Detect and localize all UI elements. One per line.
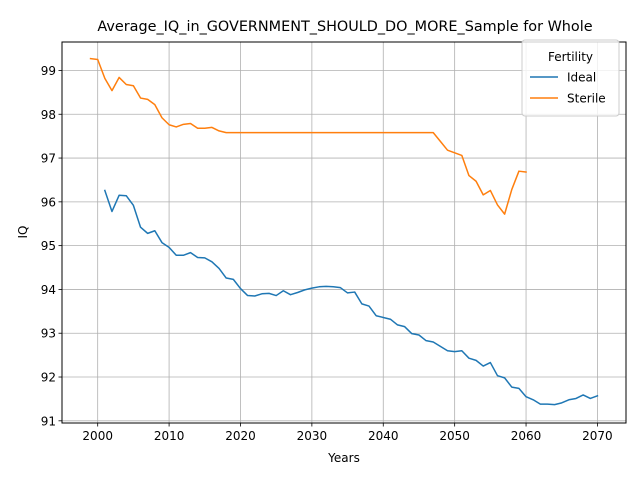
x-axis-label: Years	[327, 451, 360, 465]
x-tick-label: 2050	[439, 429, 470, 443]
x-tick-label: 2060	[511, 429, 542, 443]
legend: Fertility Ideal Sterile	[521, 39, 620, 117]
x-tick-label: 2030	[297, 429, 328, 443]
y-tick-label: 93	[41, 327, 56, 341]
legend-title: Fertility	[548, 50, 593, 64]
y-tick-label: 94	[41, 283, 56, 297]
y-tick-label: 96	[41, 195, 56, 209]
y-tick-label: 98	[41, 108, 56, 122]
axis-ticks: 2000 2010 2020 2030 2040 2050 2060 2070 91 92 93 94…	[41, 64, 613, 443]
plot-series	[89, 57, 599, 406]
x-tick-label: 2010	[154, 429, 185, 443]
legend-label-ideal: Ideal	[567, 71, 596, 85]
chart-title: Average_IQ_in_GOVERNMENT_SHOULD_DO_MORE_…	[97, 19, 592, 35]
y-axis-label: IQ	[16, 226, 30, 239]
y-tick-label: 91	[41, 414, 56, 428]
y-tick-label: 95	[41, 239, 56, 253]
x-tick-label: 2040	[368, 429, 399, 443]
x-tick-label: 2020	[225, 429, 256, 443]
plot-area-frame	[61, 41, 627, 424]
y-tick-label: 92	[41, 371, 56, 385]
x-tick-label: 2070	[582, 429, 613, 443]
y-tick-label: 97	[41, 152, 56, 166]
series-line-ideal	[103, 189, 599, 406]
legend-box	[521, 39, 620, 117]
legend-label-sterile: Sterile	[567, 92, 606, 106]
series-line-sterile	[89, 57, 527, 215]
x-tick-label: 2000	[82, 429, 113, 443]
y-tick-label: 99	[41, 64, 56, 78]
